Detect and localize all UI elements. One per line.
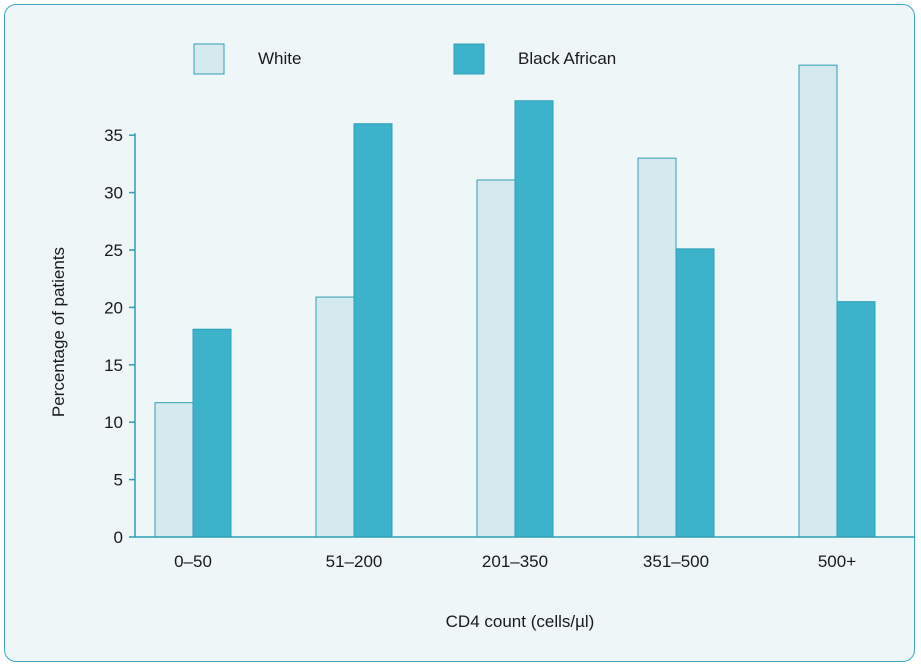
- legend-label-white: White: [258, 49, 301, 68]
- y-tick-label: 30: [104, 184, 123, 203]
- y-tick-label: 35: [104, 126, 123, 145]
- y-tick-label: 0: [114, 528, 123, 547]
- x-tick-label: 51–200: [326, 552, 383, 571]
- bar-white-500: [798, 64, 838, 538]
- x-tick-label: 201–350: [482, 552, 548, 571]
- bar-black-african-351-500: [675, 248, 715, 538]
- bar-white-201-350: [476, 179, 516, 538]
- x-tick-label: 500+: [818, 552, 856, 571]
- y-tick-label: 15: [104, 356, 123, 375]
- bar-black-african-51-200: [353, 123, 393, 538]
- y-tick-label: 25: [104, 241, 123, 260]
- bar-black-african-0-50: [192, 328, 232, 538]
- y-tick-label: 20: [104, 298, 123, 317]
- x-axis-ticks: 0–50 51–200 201–350 351–500 500+: [174, 552, 856, 571]
- legend-label-black-african: Black African: [518, 49, 616, 68]
- y-axis-label: Percentage of patients: [49, 247, 68, 417]
- bar-white-51-200: [315, 296, 355, 538]
- bar-black-african-201-350: [514, 100, 554, 538]
- y-tick-label: 5: [114, 471, 123, 490]
- legend-swatch-black-african: [453, 43, 485, 75]
- x-tick-label: 351–500: [643, 552, 709, 571]
- x-axis-label: CD4 count (cells/µl): [446, 612, 595, 631]
- y-tick-label: 10: [104, 413, 123, 432]
- bar-black-african-500: [836, 301, 876, 538]
- bar-white-351-500: [637, 157, 677, 538]
- legend-swatch-white: [193, 43, 225, 75]
- x-tick-label: 0–50: [174, 552, 212, 571]
- chart-panel: [4, 4, 915, 662]
- bar-white-0-50: [154, 402, 194, 538]
- y-axis-ticks: 0 5 10 15 20 25 30 35: [104, 126, 135, 547]
- legend: White Black African: [193, 43, 616, 75]
- bars: [154, 64, 876, 538]
